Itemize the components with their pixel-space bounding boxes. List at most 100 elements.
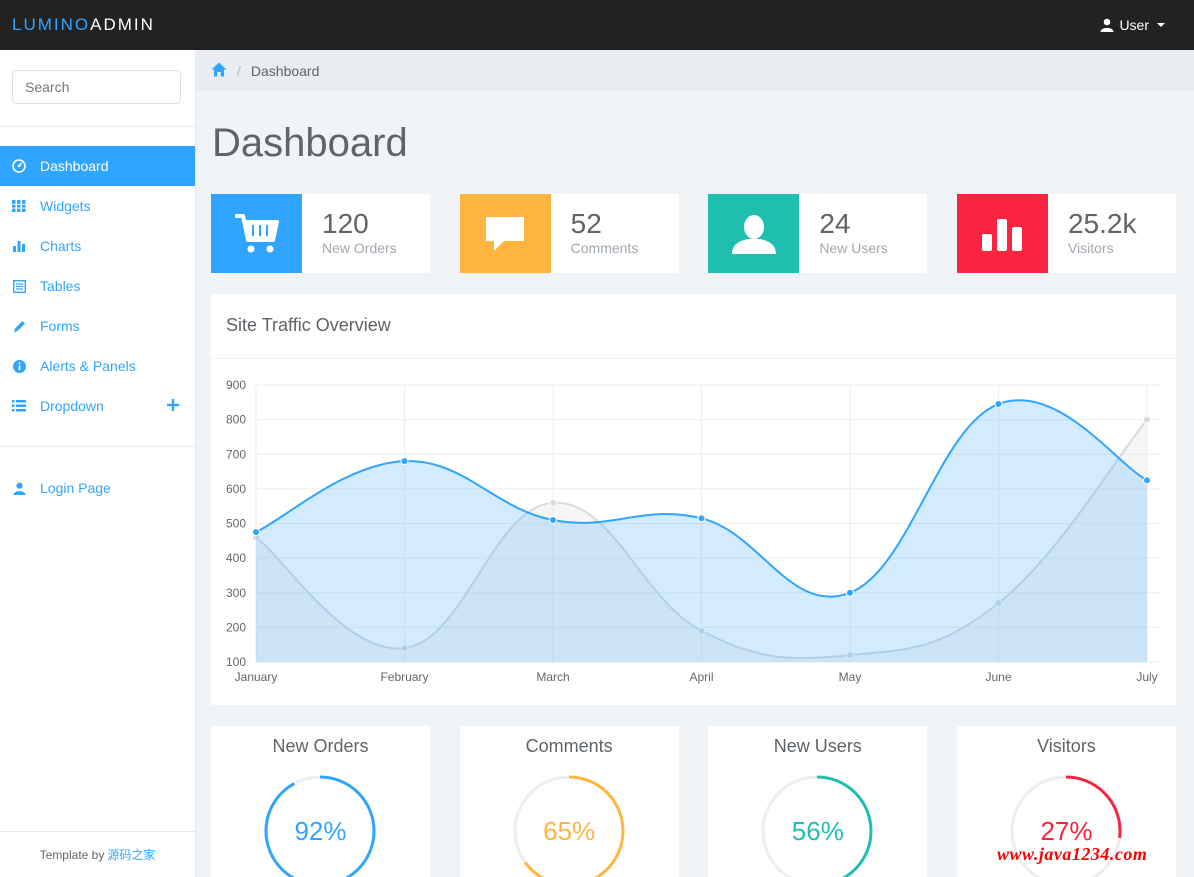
sidebar-item-widgets[interactable]: Widgets bbox=[0, 186, 195, 226]
pencil-icon bbox=[12, 319, 26, 333]
series-point bbox=[549, 516, 557, 525]
y-tick-label: 700 bbox=[226, 447, 246, 461]
sidebar: Dashboard Widgets Charts Tables Forms Al… bbox=[0, 50, 196, 877]
series-point bbox=[994, 400, 1003, 409]
table-icon bbox=[12, 279, 26, 293]
series-point bbox=[697, 626, 706, 635]
stat-text: 52 Comments bbox=[551, 194, 639, 273]
stat-value: 120 bbox=[322, 208, 369, 239]
sidebar-item-label: Tables bbox=[40, 278, 81, 294]
sidebar-item-label: Dashboard bbox=[40, 158, 109, 174]
x-tick-label: April bbox=[689, 670, 713, 684]
cart-icon bbox=[234, 213, 279, 252]
stat-card-visitors: 25.2k Visitors bbox=[956, 194, 1176, 273]
x-tick-label: July bbox=[1136, 670, 1157, 684]
stat-icon-box bbox=[956, 194, 1048, 273]
grid-icon bbox=[12, 199, 26, 213]
y-tick-label: 800 bbox=[226, 413, 246, 427]
series-point bbox=[697, 514, 706, 523]
gauge-card-comments: Comments 65% bbox=[459, 726, 679, 877]
user-icon bbox=[731, 214, 776, 254]
sidebar-item-dropdown[interactable]: Dropdown bbox=[0, 386, 195, 426]
site-traffic-panel: Site Traffic Overview 100 200 300 400 500 600… bbox=[211, 294, 1176, 705]
panel-title: Site Traffic Overview bbox=[211, 294, 1176, 359]
gauge-card-new-users: New Users 56% bbox=[708, 726, 928, 877]
credit-link[interactable]: 源码之家 bbox=[107, 848, 156, 862]
sidebar-item-label: Widgets bbox=[40, 198, 91, 214]
stat-value: 25.2k bbox=[1067, 208, 1137, 239]
x-tick-label: May bbox=[839, 670, 862, 684]
template-credit: Template by 源码之家 bbox=[0, 831, 195, 877]
series-point bbox=[846, 588, 854, 597]
y-tick-label: 600 bbox=[226, 482, 246, 496]
sidebar-item-label: Login Page bbox=[40, 480, 111, 496]
breadcrumb-current: Dashboard bbox=[250, 62, 320, 79]
plus-icon[interactable] bbox=[167, 398, 179, 414]
stat-icon-box bbox=[211, 194, 302, 273]
gauge-title: New Orders bbox=[272, 736, 369, 756]
stat-label: Comments bbox=[570, 240, 639, 256]
series-point bbox=[400, 457, 409, 466]
brand-part2: ADMIN bbox=[90, 15, 155, 34]
sidebar-item-dashboard[interactable]: Dashboard bbox=[0, 146, 195, 186]
gauge-card-new-orders: New Orders 92% bbox=[211, 726, 430, 877]
breadcrumb: / Dashboard bbox=[197, 50, 1194, 91]
y-tick-label: 900 bbox=[226, 378, 246, 392]
y-tick-label: 500 bbox=[226, 517, 246, 531]
sidebar-item-alerts-panels[interactable]: Alerts & Panels bbox=[0, 346, 195, 386]
sidebar-menu: Dashboard Widgets Charts Tables Forms Al… bbox=[0, 146, 195, 426]
ring-progress-arc bbox=[513, 775, 625, 877]
sidebar-item-label: Charts bbox=[40, 238, 82, 254]
gauge-percent: 27% bbox=[1040, 816, 1093, 846]
home-icon[interactable] bbox=[211, 62, 227, 80]
comment-icon bbox=[486, 216, 525, 251]
info-icon bbox=[12, 359, 26, 373]
stat-label: New Orders bbox=[322, 240, 397, 256]
user-icon bbox=[12, 481, 26, 495]
series-area bbox=[256, 400, 1147, 662]
breadcrumb-separator: / bbox=[237, 62, 241, 79]
x-tick-label: January bbox=[235, 670, 278, 684]
progress-ring bbox=[513, 775, 625, 877]
ring-progress-arc bbox=[1010, 775, 1122, 877]
stat-label: Visitors bbox=[1067, 240, 1114, 256]
ring-progress-arc bbox=[761, 775, 873, 877]
series-area bbox=[256, 419, 1147, 662]
series-point bbox=[252, 528, 260, 537]
stat-icon-box bbox=[708, 194, 800, 273]
traffic-line-chart: 100 200 300 400 500 600 700 800 900 January Februa… bbox=[226, 378, 1161, 684]
gauge-title: New Users bbox=[773, 736, 862, 756]
progress-ring bbox=[761, 775, 873, 877]
stat-text: 25.2k Visitors bbox=[1048, 194, 1137, 273]
series-point bbox=[1143, 476, 1151, 485]
stat-icon-box bbox=[459, 194, 551, 273]
caret-down-icon bbox=[1157, 23, 1165, 27]
stat-card-comments: 52 Comments bbox=[459, 194, 679, 273]
user-menu-label: User bbox=[1119, 17, 1149, 33]
stat-card-new-orders: 120 New Orders bbox=[211, 194, 430, 273]
sidebar-item-forms[interactable]: Forms bbox=[0, 306, 195, 346]
brand-logo[interactable]: LUMINOADMIN bbox=[12, 15, 155, 35]
gauge-card-visitors: Visitors 27% bbox=[956, 726, 1176, 877]
gauge-title: Visitors bbox=[1037, 736, 1096, 756]
x-tick-label: March bbox=[536, 670, 569, 684]
sidebar-item-label: Forms bbox=[40, 318, 80, 334]
watermark: www.java1234.com bbox=[997, 844, 1148, 864]
search-input[interactable] bbox=[12, 70, 181, 104]
sidebar-item-login-page[interactable]: Login Page bbox=[0, 468, 195, 508]
gauge-cards: New Orders 92% Comments 65% New Users 56… bbox=[211, 726, 1176, 877]
sidebar-menu-secondary: Login Page bbox=[0, 468, 195, 508]
sidebar-item-label: Alerts & Panels bbox=[40, 358, 136, 374]
list-icon bbox=[12, 399, 26, 413]
y-tick-label: 100 bbox=[226, 655, 246, 669]
user-menu[interactable]: User bbox=[1100, 17, 1165, 33]
series-point bbox=[994, 599, 1003, 608]
gauge-title: Comments bbox=[525, 736, 613, 756]
stat-text: 24 New Users bbox=[799, 194, 887, 273]
stat-cards: 120 New Orders 52 Comments 24 New Users bbox=[211, 194, 1176, 273]
sidebar-item-tables[interactable]: Tables bbox=[0, 266, 195, 306]
dashboard-icon bbox=[12, 159, 26, 173]
user-icon bbox=[1100, 18, 1114, 32]
main-content: / Dashboard Dashboard 120 New Orders 52 … bbox=[197, 50, 1194, 877]
sidebar-item-charts[interactable]: Charts bbox=[0, 226, 195, 266]
